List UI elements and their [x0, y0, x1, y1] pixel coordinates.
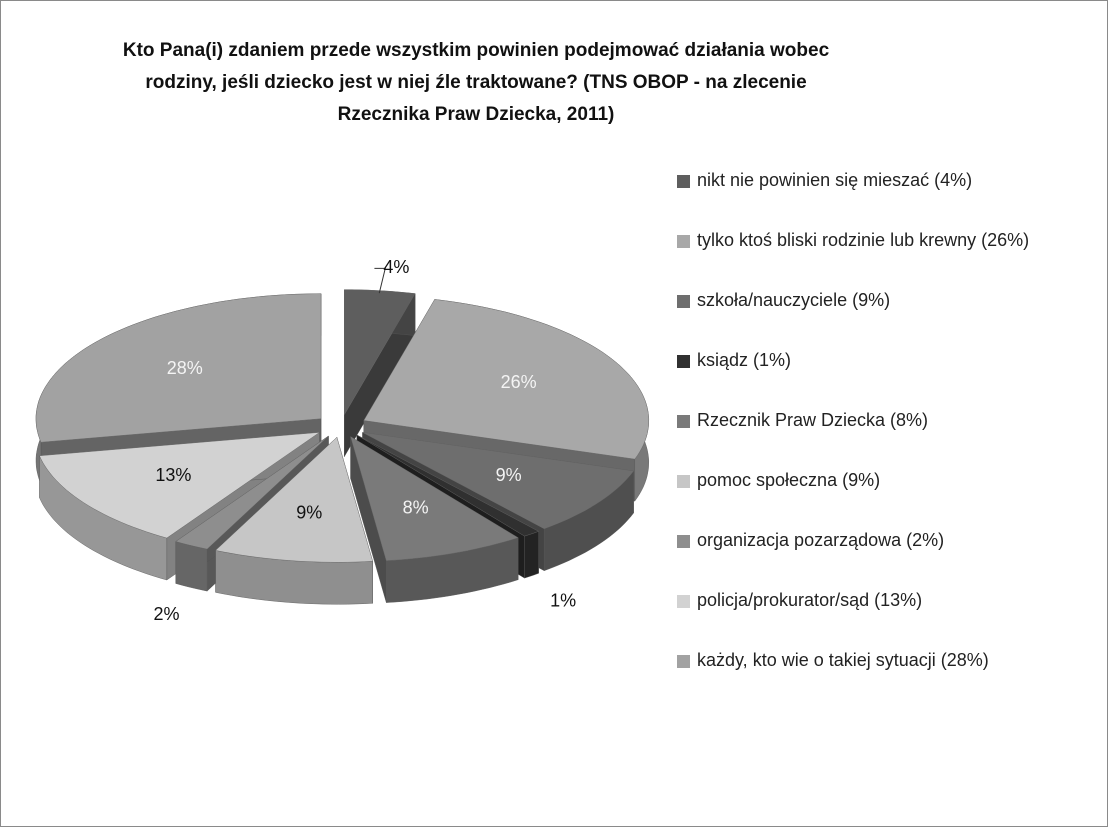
legend-swatch — [677, 475, 690, 488]
data-label: 9% — [496, 465, 522, 485]
slice-top — [175, 435, 329, 550]
slice-side — [175, 541, 208, 592]
legend-item: Rzecznik Praw Dziecka (8%) — [677, 405, 1107, 465]
data-label: 1% — [550, 590, 576, 610]
data-label: 9% — [296, 503, 322, 523]
legend-label: każdy, kto wie o takiej sytuacji (28%) — [697, 650, 989, 670]
legend-item: pomoc społeczna (9%) — [677, 465, 1107, 525]
legend-swatch — [677, 535, 690, 548]
legend-item: nikt nie powinien się mieszać (4%) — [677, 165, 1107, 225]
legend-swatch — [677, 295, 690, 308]
legend-swatch — [677, 235, 690, 248]
slice-side — [524, 531, 539, 579]
data-label: 28% — [167, 358, 203, 378]
legend-item: każdy, kto wie o takiej sytuacji (28%) — [677, 645, 1107, 705]
slice-top — [35, 293, 322, 443]
slice-top — [356, 434, 540, 537]
data-label: 8% — [403, 497, 429, 517]
pie-slice — [215, 436, 373, 605]
slice-top — [350, 436, 519, 561]
pie-area: 4% 28% 26% 9% 13% 1% 2% 8% 9% — [35, 257, 650, 624]
chart-title: Kto Pana(i) zdaniem przede wszystkim pow… — [122, 40, 830, 125]
legend-item: tylko ktoś bliski rodzinie lub krewny (2… — [677, 225, 1107, 285]
legend-label: tylko ktoś bliski rodzinie lub krewny (2… — [697, 230, 1030, 250]
data-label: 4% — [383, 257, 409, 277]
data-label: 2% — [153, 604, 179, 624]
legend-item: policja/prokurator/sąd (13%) — [677, 585, 1107, 645]
legend-swatch — [677, 415, 690, 428]
legend-item: szkoła/nauczyciele (9%) — [677, 285, 1107, 345]
legend-swatch — [677, 175, 690, 188]
legend-label: organizacja pozarządowa (2%) — [697, 530, 945, 550]
slice-top — [215, 436, 373, 563]
legend-swatch — [677, 655, 690, 668]
legend-label: policja/prokurator/sąd (13%) — [697, 590, 923, 610]
legend-label: pomoc społeczna (9%) — [697, 470, 881, 490]
legend-label: ksiądz (1%) — [697, 350, 792, 370]
slice-top — [363, 299, 650, 460]
legend-label: szkoła/nauczyciele (9%) — [697, 290, 891, 310]
legend-label: Rzecznik Praw Dziecka (8%) — [697, 410, 929, 430]
legend-item: ksiądz (1%) — [677, 345, 1107, 405]
legend-swatch — [677, 595, 690, 608]
leader-line — [374, 267, 386, 294]
legend-label: nikt nie powinien się mieszać (4%) — [697, 170, 973, 190]
slice-top — [39, 432, 321, 539]
legend: nikt nie powinien się mieszać (4%) tylko … — [677, 165, 1107, 705]
legend-item: organizacja pozarządowa (2%) — [677, 525, 1107, 585]
data-label: 26% — [501, 372, 537, 392]
slice-top — [362, 432, 634, 529]
data-label: 13% — [155, 465, 191, 485]
legend-swatch — [677, 355, 690, 368]
pie-slice — [350, 436, 519, 603]
